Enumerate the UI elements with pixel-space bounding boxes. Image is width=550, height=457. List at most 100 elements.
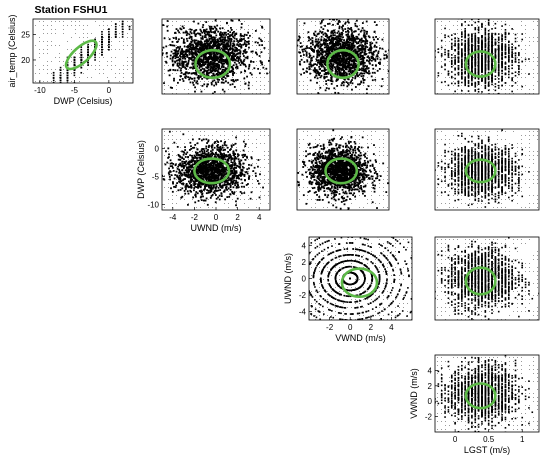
data-point: [346, 44, 349, 46]
data-point: [343, 78, 346, 81]
bg-point: [537, 57, 538, 58]
bg-point: [521, 49, 522, 50]
data-point: [179, 63, 181, 66]
bg-point: [367, 49, 368, 50]
data-point: [179, 27, 182, 30]
data-point: [199, 76, 202, 78]
data-point: [362, 47, 364, 50]
data-point: [215, 34, 218, 37]
data-point: [356, 36, 359, 38]
data-point: [195, 81, 198, 84]
bg-point: [119, 37, 120, 38]
data-point: [471, 19, 473, 21]
bg-point: [299, 81, 300, 82]
data-point: [334, 73, 337, 75]
bg-point: [513, 77, 514, 78]
data-point: [346, 60, 348, 62]
data-point: [362, 61, 365, 64]
data-point: [464, 68, 466, 71]
data-point: [518, 44, 520, 47]
data-point: [450, 76, 453, 79]
bg-point: [264, 69, 265, 70]
data-point: [322, 33, 325, 36]
data-point: [333, 37, 336, 40]
data-point: [210, 25, 213, 28]
data-point: [379, 58, 382, 61]
data-point: [177, 52, 180, 55]
bg-point: [127, 25, 128, 26]
data-point: [213, 74, 216, 77]
data-point: [175, 47, 178, 49]
data-point: [298, 51, 301, 54]
data-point: [219, 38, 222, 41]
data-point: [370, 51, 373, 54]
bg-point: [315, 89, 316, 90]
data-point: [193, 56, 196, 59]
bg-point: [533, 73, 534, 74]
data-point: [184, 57, 187, 60]
data-point: [222, 68, 225, 71]
data-point: [344, 22, 347, 25]
data-point: [359, 54, 362, 56]
bg-point: [509, 25, 510, 26]
data-point: [163, 37, 166, 40]
data-point: [363, 72, 366, 75]
data-point: [337, 30, 340, 33]
data-point: [345, 33, 348, 36]
data-point: [353, 39, 356, 42]
data-point: [324, 32, 327, 35]
data-point: [370, 59, 373, 62]
data-point: [327, 45, 330, 47]
data-point: [222, 60, 224, 63]
data-point: [339, 51, 342, 54]
data-point: [316, 50, 319, 52]
data-point: [237, 41, 240, 44]
bg-point: [343, 29, 344, 30]
data-point: [366, 56, 369, 59]
bg-point: [525, 93, 526, 94]
data-point: [203, 70, 206, 73]
data-point: [357, 28, 360, 31]
data-point: [334, 41, 337, 44]
data-point: [348, 43, 351, 46]
bg-point: [119, 21, 120, 22]
bg-point: [172, 93, 173, 94]
data-point: [309, 61, 312, 64]
bg-point: [244, 69, 245, 70]
data-point: [348, 73, 351, 75]
bg-point: [71, 73, 72, 74]
data-point: [352, 56, 355, 59]
bg-point: [168, 21, 169, 22]
bg-point: [119, 81, 120, 82]
data-point: [351, 79, 353, 81]
data-point: [314, 30, 317, 33]
data-point: [350, 55, 353, 58]
data-point: [176, 54, 178, 57]
data-point: [316, 40, 318, 43]
data-point: [187, 49, 190, 52]
data-point: [94, 54, 96, 56]
bg-point: [204, 89, 205, 90]
bg-point: [87, 61, 88, 62]
data-point: [46, 90, 48, 92]
data-point: [18, 105, 20, 107]
data-point: [234, 49, 237, 52]
data-point: [199, 28, 202, 31]
data-point: [184, 66, 187, 69]
data-point: [136, 28, 138, 30]
data-point: [80, 61, 83, 64]
bg-point: [43, 53, 44, 54]
data-point: [227, 37, 230, 40]
data-point: [175, 38, 178, 40]
data-point: [171, 44, 174, 47]
bg-point: [445, 25, 446, 26]
bg-point: [513, 73, 514, 74]
data-point: [204, 63, 207, 65]
data-point: [325, 60, 327, 63]
data-point: [87, 54, 89, 56]
data-point: [204, 30, 207, 32]
data-point: [247, 84, 250, 87]
data-point: [316, 77, 319, 80]
data-point: [329, 74, 332, 77]
data-point: [352, 35, 355, 38]
